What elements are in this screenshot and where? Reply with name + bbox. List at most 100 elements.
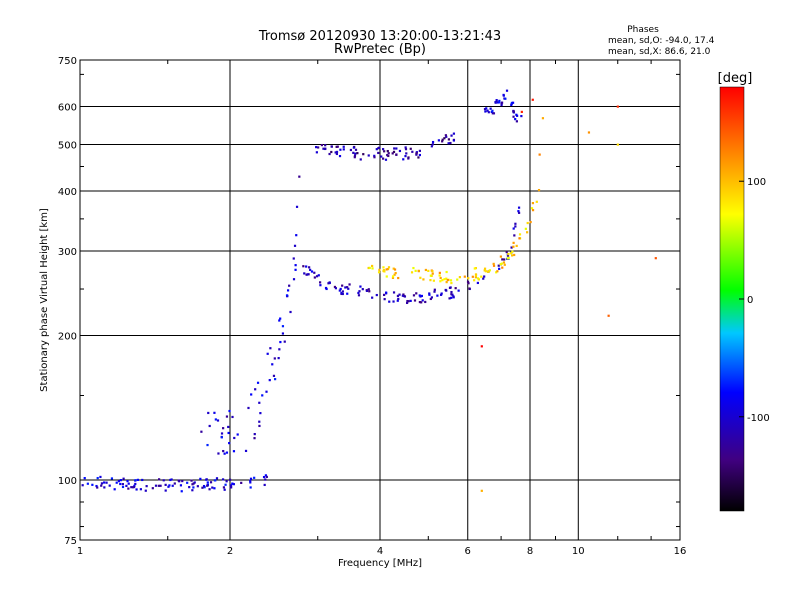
data-point	[294, 268, 297, 271]
data-point	[445, 281, 448, 284]
data-point	[502, 93, 505, 97]
data-point	[240, 481, 243, 484]
data-point	[383, 270, 386, 273]
data-point	[501, 258, 504, 261]
data-point	[119, 482, 122, 486]
data-point	[409, 299, 412, 302]
data-point	[320, 143, 324, 147]
data-point	[445, 277, 448, 280]
y-tick-label: 75	[64, 536, 77, 547]
data-point	[452, 139, 455, 142]
data-point	[382, 157, 385, 160]
data-point	[223, 452, 226, 455]
data-point	[397, 276, 400, 280]
data-point	[530, 207, 534, 210]
data-point	[418, 149, 421, 152]
data-point	[258, 420, 261, 423]
data-point	[356, 152, 359, 155]
y-axis: 75 100 200 300 400 500 600 750	[58, 56, 680, 547]
data-point	[164, 483, 167, 486]
data-point	[483, 275, 486, 278]
data-point	[191, 489, 194, 492]
y-tick-label: 500	[58, 141, 77, 152]
data-point	[517, 210, 520, 213]
data-point	[454, 287, 457, 290]
data-point	[279, 340, 282, 344]
data-point	[105, 481, 108, 484]
data-point	[440, 292, 443, 295]
data-point	[342, 145, 345, 148]
chart-title: Tromsø 20120930 13:20:00-13:21:43	[258, 29, 501, 44]
x-axis: 1 2 4 6 8 10 16	[77, 60, 686, 557]
data-point	[587, 131, 591, 134]
data-point	[541, 117, 545, 120]
data-point	[359, 285, 362, 288]
data-point	[250, 393, 253, 396]
data-point	[471, 275, 474, 278]
data-point	[450, 281, 453, 285]
data-point	[514, 118, 517, 121]
data-point	[512, 241, 515, 244]
data-point	[256, 381, 260, 384]
data-point	[158, 478, 161, 481]
x-tick-label: 10	[572, 546, 585, 557]
data-point	[404, 146, 407, 149]
data-point	[441, 138, 444, 141]
data-point	[278, 348, 281, 351]
data-point	[313, 276, 316, 279]
data-point	[526, 231, 529, 234]
data-point	[487, 270, 490, 273]
data-point	[157, 484, 160, 487]
data-point	[353, 154, 357, 157]
x-tick-label: 6	[465, 546, 471, 557]
data-point	[405, 301, 409, 305]
data-point	[402, 293, 405, 296]
data-point	[283, 340, 286, 343]
data-point	[264, 478, 267, 481]
data-point	[103, 481, 106, 484]
data-point	[383, 293, 386, 296]
data-point	[164, 489, 167, 492]
data-point	[518, 237, 521, 240]
data-point	[520, 114, 523, 118]
data-point	[401, 294, 404, 297]
data-point	[505, 89, 509, 92]
data-point	[444, 134, 447, 137]
data-point	[467, 277, 470, 280]
data-point	[386, 153, 389, 157]
data-point	[180, 490, 183, 493]
data-point	[309, 268, 312, 271]
data-point	[214, 418, 217, 421]
data-point	[517, 206, 521, 209]
data-point	[496, 101, 500, 104]
data-point	[206, 481, 209, 484]
data-point	[457, 289, 460, 292]
data-point	[531, 98, 534, 101]
data-point	[507, 256, 510, 259]
data-point	[328, 152, 331, 156]
data-point	[357, 291, 360, 295]
data-point	[392, 291, 396, 294]
data-point	[419, 276, 422, 279]
data-point	[404, 155, 407, 158]
data-point	[334, 151, 337, 154]
data-point	[473, 267, 476, 270]
data-point	[538, 153, 541, 156]
data-point	[258, 401, 261, 404]
data-point	[353, 156, 356, 159]
stats-line-o: mean, sd,O: -94.0, 17.4	[608, 36, 715, 46]
data-point	[428, 293, 431, 296]
data-point	[302, 265, 305, 268]
data-point	[339, 287, 342, 291]
data-point	[308, 266, 311, 269]
data-point	[616, 143, 619, 146]
data-point	[447, 138, 450, 141]
data-point	[134, 482, 137, 486]
data-point	[480, 275, 483, 278]
data-point	[378, 146, 381, 149]
data-point	[367, 154, 370, 157]
x-tick-label: 8	[527, 546, 533, 557]
data-point	[411, 150, 414, 153]
data-point	[607, 314, 610, 317]
